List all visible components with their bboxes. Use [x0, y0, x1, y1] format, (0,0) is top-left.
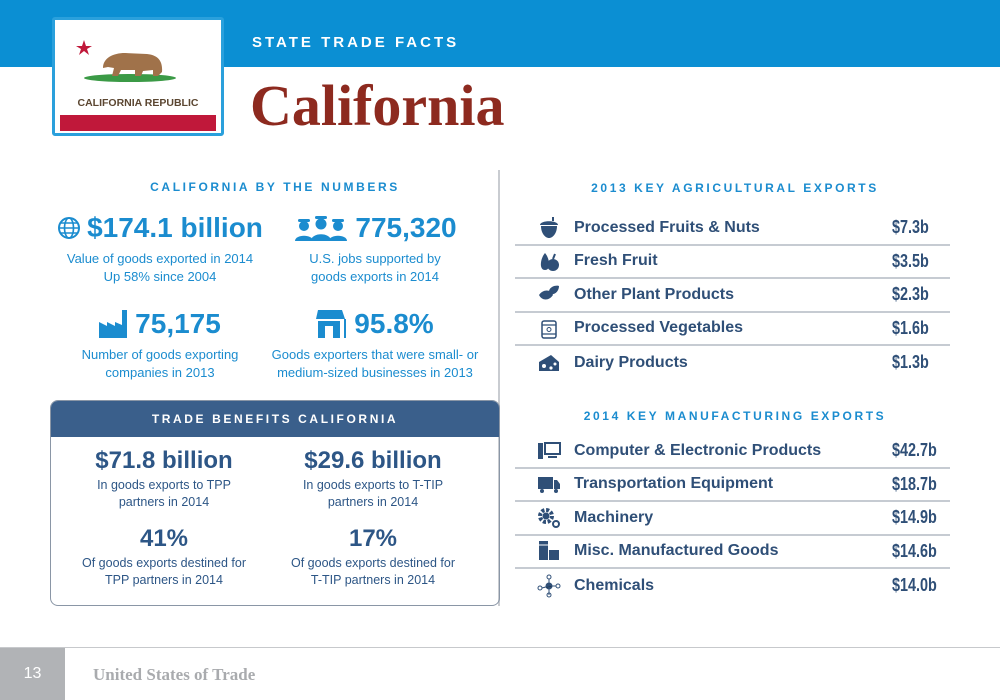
export-row: Misc. Manufactured Goods $14.6b [515, 536, 950, 569]
stat-desc: goods exports in 2014 [311, 269, 439, 284]
export-value: $14.6b [892, 540, 937, 561]
stat-desc: medium-sized businesses in 2013 [277, 365, 473, 380]
export-value: $7.3b [892, 217, 929, 238]
stat-value: 75,175 [135, 308, 221, 339]
bear-flag-icon: CALIFORNIA REPUBLIC [60, 40, 216, 131]
benefit-value: 17% [348, 525, 398, 552]
california-flag: CALIFORNIA REPUBLIC [52, 17, 224, 136]
stat-desc: Value of goods exported in 2014 [66, 251, 254, 266]
export-label: Misc. Manufactured Goods [574, 542, 779, 560]
export-row: Processed Vegetables $1.6b [515, 313, 950, 346]
export-label: Machinery [574, 508, 654, 526]
molecule-icon [537, 574, 561, 598]
benefit-desc: partners in 2014 [118, 495, 210, 509]
benefit-desc: partners in 2014 [327, 495, 419, 509]
export-row: Other Plant Products $2.3b [515, 279, 950, 313]
benefit-item: 41% Of goods exports destined for TPP part… [64, 525, 264, 589]
export-label: Other Plant Products [574, 285, 735, 303]
svg-text:CALIFORNIA REPUBLIC: CALIFORNIA REPUBLIC [78, 97, 199, 109]
stat-desc: Number of goods exporting [81, 347, 239, 362]
export-row: Chemicals $14.0b [515, 569, 950, 603]
export-row: Fresh Fruit $3.5b [515, 246, 950, 279]
export-row: Computer & Electronic Products $42.7b [515, 435, 950, 469]
globe-icon [58, 217, 81, 239]
stat-desc: Goods exporters that were small- or [271, 347, 479, 362]
benefit-item: 17% Of goods exports destined for T-TIP pa… [273, 525, 473, 589]
agri-export-list: Processed Fruits & Nuts $7.3b Fresh Fruit $… [515, 212, 950, 380]
stat-jobs: 775,320 U.S. jobs supported by goods expo… [270, 210, 480, 286]
stat-value: $174.1 billion [87, 212, 263, 243]
stat-exports: $174.1 billion Value of goods exported i… [50, 210, 270, 286]
trade-benefits-heading: TRADE BENEFITS CALIFORNIA [51, 401, 499, 437]
stat-sme: 95.8% Goods exporters that were small- o… [265, 306, 485, 382]
manu-heading: 2014 KEY MANUFACTURING EXPORTS [583, 409, 887, 423]
cheese-icon [537, 352, 561, 374]
export-value: $1.6b [892, 317, 929, 338]
benefit-item: $29.6 billion In goods exports to T-TIP pa… [273, 447, 473, 511]
acorn-icon [537, 216, 561, 239]
export-label: Processed Fruits & Nuts [574, 218, 760, 236]
numbers-heading: CALIFORNIA BY THE NUMBERS [150, 180, 400, 194]
export-label: Chemicals [574, 576, 655, 594]
kicker: STATE TRADE FACTS [252, 34, 460, 51]
export-row: Dairy Products $1.3b [515, 346, 950, 380]
agri-heading: 2013 KEY AGRICULTURAL EXPORTS [591, 181, 879, 195]
benefit-item: $71.8 billion In goods exports to TPP part… [64, 447, 264, 511]
benefit-desc: T-TIP partners in 2014 [310, 573, 436, 587]
benefit-value: $71.8 billion [95, 447, 233, 474]
boxes-icon [537, 540, 561, 562]
stat-companies: 75,175 Number of goods exporting companie… [50, 306, 270, 382]
stat-value: 775,320 [355, 212, 457, 243]
stat-desc: Up 58% since 2004 [103, 269, 217, 284]
computer-icon [537, 440, 561, 462]
export-value: $3.5b [892, 250, 929, 271]
export-value: $18.7b [892, 473, 937, 494]
benefit-value: 41% [139, 525, 189, 552]
export-value: $14.9b [892, 507, 937, 528]
export-label: Dairy Products [574, 353, 688, 371]
stat-desc: companies in 2013 [105, 365, 215, 380]
trade-benefits-panel: TRADE BENEFITS CALIFORNIA $71.8 billion I… [50, 400, 500, 606]
export-value: $1.3b [892, 352, 929, 373]
can-icon [537, 317, 561, 339]
export-value: $2.3b [892, 284, 929, 305]
column-divider [498, 170, 500, 606]
benefit-desc: TPP partners in 2014 [105, 573, 223, 587]
fruit-icon [537, 250, 561, 272]
export-label: Transportation Equipment [574, 475, 774, 493]
export-value: $42.7b [892, 440, 937, 461]
export-label: Computer & Electronic Products [574, 441, 822, 459]
workers-icon [295, 216, 348, 241]
benefit-value: $29.6 billion [304, 447, 442, 474]
benefit-desc: In goods exports to TPP [97, 478, 231, 492]
export-row: Processed Fruits & Nuts $7.3b [515, 212, 950, 246]
footer-divider [0, 647, 1000, 648]
publication-title: United States of Trade [93, 665, 256, 684]
benefit-desc: Of goods exports destined for [291, 556, 455, 570]
export-row: Transportation Equipment $18.7b [515, 469, 950, 502]
export-label: Processed Vegetables [574, 319, 743, 337]
page-number: 13 [0, 648, 65, 700]
export-row: Machinery $14.9b [515, 502, 950, 536]
benefit-desc: In goods exports to T-TIP [302, 478, 444, 492]
page-title: California [250, 73, 505, 138]
export-label: Fresh Fruit [574, 252, 658, 270]
export-value: $14.0b [892, 575, 937, 596]
storefront-icon [316, 310, 347, 338]
stat-value: 95.8% [354, 308, 434, 339]
truck-icon [537, 473, 561, 495]
gears-icon [537, 507, 561, 529]
manu-export-list: Computer & Electronic Products $42.7b Tran… [515, 435, 950, 603]
factory-icon [99, 310, 128, 338]
stat-desc: U.S. jobs supported by [309, 251, 441, 266]
leaf-icon [537, 284, 561, 306]
benefit-desc: Of goods exports destined for [82, 556, 246, 570]
